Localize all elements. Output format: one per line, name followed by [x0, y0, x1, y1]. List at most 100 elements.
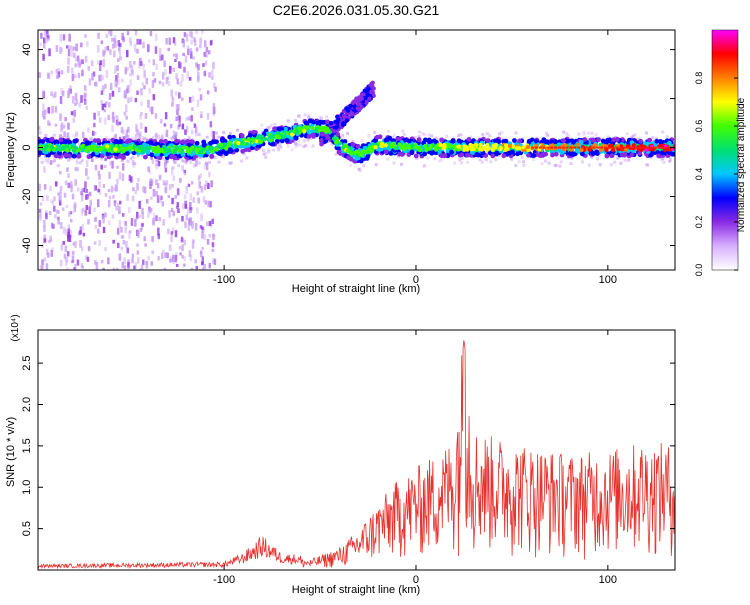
noise-cell: [128, 174, 132, 181]
spectral-cell: [163, 138, 168, 144]
noise-cell: [127, 261, 130, 269]
noise-cell: [267, 126, 271, 130]
noise-cell: [402, 132, 406, 136]
noise-cell: [134, 136, 137, 143]
noise-cell: [341, 134, 345, 137]
noise-cell: [166, 252, 169, 259]
noise-cell: [74, 92, 78, 101]
spectral-peak: [246, 137, 251, 142]
noise-cell: [75, 99, 78, 105]
noise-cell: [54, 214, 57, 219]
noise-cell: [51, 201, 55, 206]
noise-cell: [105, 34, 109, 38]
spectral-cell: [459, 152, 465, 158]
noise-cell: [69, 211, 73, 215]
noise-cell: [46, 35, 50, 40]
noise-cell: [72, 242, 76, 246]
noise-cell: [668, 157, 672, 161]
noise-cell: [158, 195, 162, 204]
noise-cell: [57, 216, 60, 225]
spectral-peak: [642, 146, 646, 149]
noise-cell: [75, 131, 79, 135]
spectral-peak: [525, 144, 531, 150]
noise-cell: [50, 249, 53, 257]
noise-cell: [546, 133, 550, 137]
figure-title: C2E6.2026.031.05.30.G21: [273, 2, 440, 18]
noise-cell: [146, 199, 149, 204]
noise-cell: [590, 131, 594, 135]
noise-cell: [77, 60, 80, 67]
noise-cell: [374, 163, 378, 167]
spectral-cell: [315, 120, 320, 126]
spectral-peak: [485, 143, 490, 148]
noise-cell: [61, 90, 65, 97]
noise-cell: [88, 78, 92, 86]
noise-cell: [417, 135, 421, 139]
noise-cell: [185, 125, 189, 133]
noise-cell: [79, 59, 82, 66]
noise-cell: [50, 199, 53, 204]
noise-cell: [178, 92, 181, 99]
noise-cell: [278, 142, 282, 146]
noise-cell: [594, 133, 598, 137]
noise-cell: [199, 94, 203, 101]
noise-cell: [137, 178, 140, 182]
noise-cell: [50, 70, 53, 75]
noise-cell: [137, 231, 140, 238]
noise-cell: [155, 159, 159, 163]
noise-cell: [98, 189, 102, 195]
spectral-peak: [85, 145, 90, 150]
noise-cell: [303, 113, 307, 117]
noise-cell: [159, 55, 162, 61]
noise-cell: [86, 256, 90, 263]
spectral-peak: [123, 146, 128, 151]
noise-cell: [185, 33, 189, 42]
noise-cell: [84, 188, 87, 194]
spectral-cell: [73, 138, 78, 144]
snr-multiplier: (x10⁴): [10, 314, 21, 341]
noise-cell: [74, 103, 77, 107]
noise-cell: [109, 49, 112, 56]
noise-cell: [155, 163, 159, 167]
noise-cell: [87, 219, 90, 225]
noise-cell: [111, 111, 115, 120]
noise-cell: [186, 71, 189, 79]
noise-cell: [293, 118, 297, 122]
noise-cell: [177, 104, 180, 111]
noise-cell: [128, 230, 132, 234]
noise-cell: [171, 97, 175, 102]
spectral-cell: [351, 100, 357, 105]
noise-cell: [42, 43, 46, 49]
noise-cell: [327, 139, 330, 143]
noise-cell: [85, 168, 88, 176]
noise-cell: [195, 160, 198, 167]
noise-cell: [113, 135, 117, 143]
noise-cell: [458, 158, 462, 162]
noise-cell: [207, 50, 211, 55]
spectral-cell: [383, 149, 389, 155]
noise-cell: [82, 131, 85, 138]
spectral-cell: [474, 152, 480, 157]
noise-cell: [131, 195, 135, 202]
noise-cell: [40, 32, 43, 39]
spectral-cell: [526, 138, 532, 144]
spectral-peak: [184, 145, 189, 150]
spectral-peak: [604, 146, 607, 149]
noise-cell: [47, 240, 51, 244]
noise-cell: [76, 187, 80, 192]
noise-cell: [111, 124, 114, 133]
noise-cell: [522, 160, 525, 164]
noise-cell: [206, 221, 209, 227]
noise-cell: [148, 170, 152, 174]
noise-cell: [54, 91, 57, 98]
noise-cell: [73, 52, 76, 58]
noise-cell: [100, 90, 104, 95]
noise-cell: [544, 131, 548, 135]
noise-cell: [623, 158, 627, 162]
noise-cell: [42, 103, 45, 111]
noise-cell: [510, 157, 514, 161]
noise-cell: [72, 250, 75, 255]
spectral-peak: [338, 141, 343, 146]
noise-cell: [145, 138, 149, 143]
noise-cell: [630, 136, 634, 140]
